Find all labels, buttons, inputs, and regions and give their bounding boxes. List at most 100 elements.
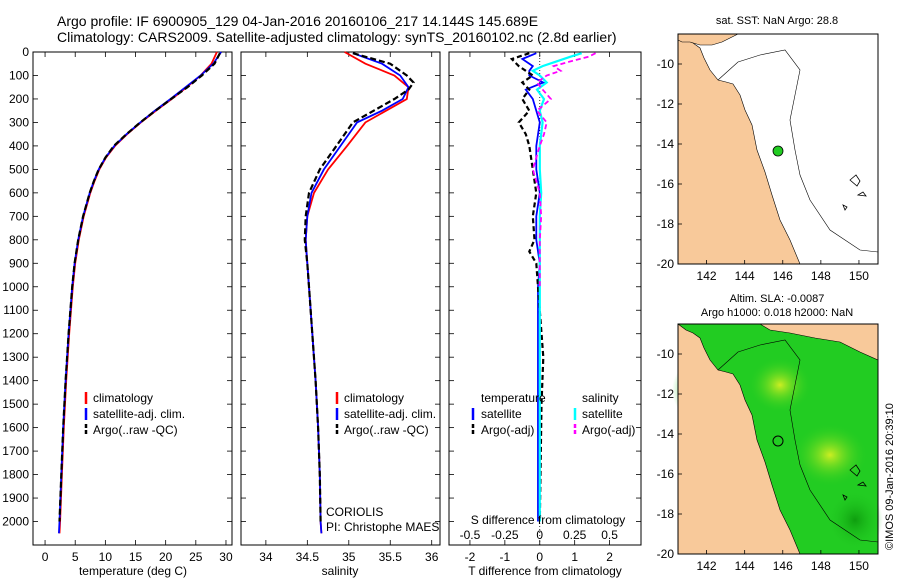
s-tick-label: 0	[536, 528, 543, 542]
sla-low-1	[827, 490, 883, 550]
x-tick-label: 30	[219, 550, 233, 564]
y-tick-label: 500	[9, 162, 29, 176]
legend-temperature-heading: temperature	[481, 391, 546, 405]
x-tick-label: 35	[342, 550, 356, 564]
s-difference-axis-label: S difference from climatology	[471, 513, 626, 527]
x-tick-label: 10	[99, 550, 113, 564]
map-y-tick-label: -14	[657, 427, 675, 441]
legend-satellite: satellite-adj. clim.	[93, 407, 185, 421]
map-x-tick-label: 150	[849, 269, 869, 283]
map-y-tick-label: -16	[657, 177, 675, 191]
sst-map	[677, 33, 879, 265]
x-tick-label: 34	[259, 550, 273, 564]
map-x-tick-label: 148	[811, 559, 831, 573]
pi-label: PI: Christophe MAES	[326, 520, 439, 534]
map-y-tick-label: -16	[657, 467, 675, 481]
map-x-tick-label: 142	[697, 269, 717, 283]
series-line	[304, 51, 410, 534]
sst-map-axes: 142 144 146 148 150 -10 -12 -14 -16 -18 -20	[657, 57, 870, 283]
map-x-tick-label: 146	[773, 559, 793, 573]
islands	[842, 464, 867, 501]
salinity-legend: climatology satellite-adj. clim. Argo(..…	[326, 391, 439, 534]
legend-climatology: climatology	[344, 391, 404, 405]
y-tick-label: 900	[9, 256, 29, 270]
y-tick-label: 1700	[2, 444, 29, 458]
y-tick-label: 1800	[2, 468, 29, 482]
temperature-legend: climatology satellite-adj. clim. Argo(..…	[84, 391, 185, 437]
x-tick-label: -2	[465, 550, 476, 564]
map-x-tick-label: 148	[811, 269, 831, 283]
argo-position-marker	[772, 145, 784, 157]
map-y-tick-label: -12	[657, 387, 675, 401]
salinity-panel	[240, 51, 441, 546]
x-tick-label: -1	[500, 550, 511, 564]
y-tick-label: 1600	[2, 421, 29, 435]
legend-argo: Argo(..raw -QC)	[344, 423, 429, 437]
x-tick-label: 0	[536, 550, 543, 564]
y-tick-label: 1200	[2, 327, 29, 341]
y-tick-label: 2000	[2, 515, 29, 529]
y-tick-label: 0	[22, 45, 29, 59]
y-tick-label: 700	[9, 209, 29, 223]
y-tick-label: 1300	[2, 350, 29, 364]
legend-salinity-heading: salinity	[582, 391, 619, 405]
map-x-tick-label: 142	[697, 559, 717, 573]
s-tick-label: -0.25	[491, 528, 519, 542]
y-tick-label: 1100	[3, 303, 29, 317]
y-tick-label: 1500	[2, 397, 29, 411]
map-y-tick-label: -20	[657, 257, 675, 271]
temperature-plot: 0100200300400500600700800900100011001200…	[2, 45, 233, 564]
australia-landmass	[677, 323, 801, 555]
map-x-tick-label: 150	[849, 559, 869, 573]
y-tick-label: 400	[9, 139, 29, 153]
sla-high-2	[792, 423, 868, 487]
series-line	[58, 52, 221, 522]
y-tick-label: 600	[9, 186, 29, 200]
series-line	[304, 52, 410, 534]
legend-t-satellite: satellite	[481, 407, 522, 421]
legend-climatology: climatology	[93, 391, 153, 405]
y-tick-label: 1000	[2, 280, 29, 294]
x-tick-label: 2	[606, 550, 613, 564]
difference-plot: -2 -1 0 1 2 -0.5 -0.25 0 0.25 0.5	[449, 51, 641, 564]
y-tick-label: 1900	[2, 491, 29, 505]
title-line-1: Argo profile: IF 6900905_129 04-Jan-2016…	[57, 13, 538, 29]
map-y-tick-label: -12	[657, 97, 675, 111]
map-y-tick-label: -10	[657, 57, 675, 71]
sla-high-1	[748, 357, 812, 413]
series-line	[531, 52, 597, 287]
y-tick-label: 100	[9, 68, 29, 82]
x-tick-label: 5	[72, 550, 79, 564]
x-tick-label: 36	[425, 550, 439, 564]
map-y-tick-label: -10	[657, 347, 675, 361]
reef-contour	[717, 339, 879, 543]
difference-legend: temperature salinity satellite Argo(-adj…	[471, 391, 635, 437]
map-y-tick-label: -18	[657, 217, 675, 231]
salinity-plot: 34 34.5 35 35.5 36	[241, 51, 440, 564]
t-difference-axis-label: T difference from climatology	[468, 564, 622, 578]
y-tick-label: 1400	[2, 374, 29, 388]
map-x-tick-label: 146	[773, 269, 793, 283]
temperature-axis-label: temperature (deg C)	[79, 564, 187, 578]
map-y-tick-label: -14	[657, 137, 675, 151]
coriolis-label: CORIOLIS	[326, 505, 383, 519]
new-guinea-landmass	[677, 33, 739, 46]
sst-map-title: sat. SST: NaN Argo: 28.8	[716, 15, 838, 27]
islands	[842, 174, 867, 211]
map-y-tick-label: -20	[657, 547, 675, 561]
australia-landmass	[677, 33, 801, 265]
map-x-tick-label: 144	[735, 269, 755, 283]
legend-t-argo: Argo(-adj)	[481, 423, 534, 437]
y-tick-label: 300	[9, 115, 29, 129]
x-tick-label: 1	[571, 550, 578, 564]
x-tick-label: 15	[129, 550, 143, 564]
sla-map-title-2: Argo h1000: 0.018 h2000: NaN	[701, 307, 853, 319]
sla-map-title-1: Altim. SLA: -0.0087	[730, 293, 825, 305]
s-tick-label: 0.25	[563, 528, 587, 542]
s-tick-label: 0.5	[601, 528, 618, 542]
y-tick-label: 800	[9, 233, 29, 247]
legend-s-satellite: satellite	[582, 407, 623, 421]
title-line-2: Climatology: CARS2009. Satellite-adjuste…	[57, 29, 617, 45]
series-line	[509, 52, 545, 522]
argo-position-marker	[772, 435, 784, 447]
